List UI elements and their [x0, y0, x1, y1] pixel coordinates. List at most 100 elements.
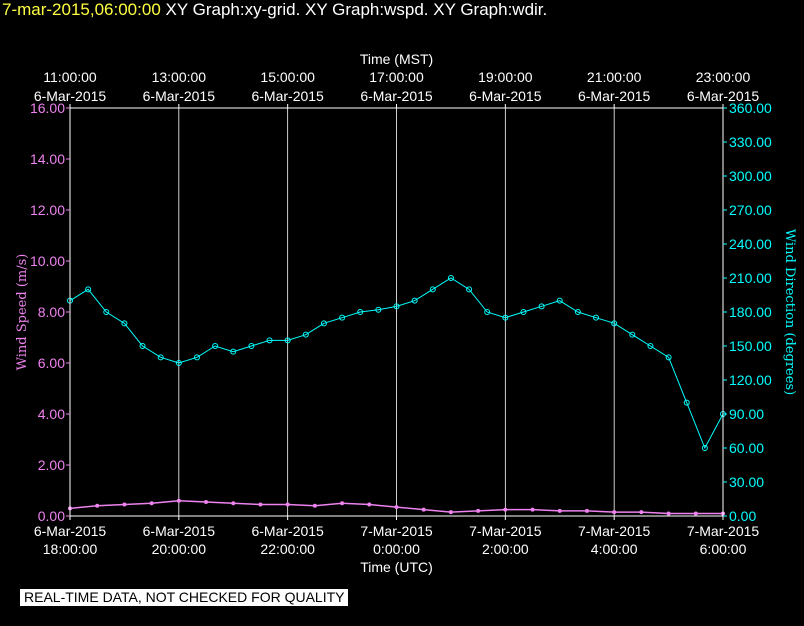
- direction-point: [175, 360, 182, 366]
- speed-point: [394, 505, 399, 510]
- direction-point: [103, 309, 110, 315]
- left-axis-label: Wind Speed (m/s): [15, 254, 30, 371]
- chart-header: 7-mar-2015,06:00:00 XY Graph:xy-grid. XY…: [2, 0, 547, 20]
- speed-point: [258, 502, 263, 507]
- direction-point: [393, 303, 400, 310]
- right-tick-label: 330.00: [729, 134, 772, 150]
- direction-point: [248, 343, 255, 349]
- direction-point: [629, 331, 636, 338]
- direction-point: [266, 337, 273, 344]
- right-tick-label: 30.00: [729, 474, 764, 490]
- direction-point: [447, 275, 454, 281]
- top-tick-time: 11:00:00: [43, 69, 97, 85]
- top-tick-date: 6-Mar-2015: [469, 88, 542, 104]
- bottom-tick-time: 0:00:00: [373, 541, 420, 557]
- header-graph-list: XY Graph:xy-grid. XY Graph:wspd. XY Grap…: [165, 0, 548, 19]
- direction-point: [121, 320, 128, 327]
- speed-point: [503, 507, 508, 512]
- speed-point: [584, 508, 589, 513]
- direction-point: [339, 314, 346, 321]
- speed-point: [530, 507, 535, 512]
- top-tick-date: 6-Mar-2015: [143, 88, 216, 104]
- left-tick-label: 6.00: [38, 355, 65, 371]
- speed-point: [122, 502, 127, 507]
- top-tick-date: 6-Mar-2015: [251, 88, 324, 104]
- direction-point: [556, 297, 563, 304]
- direction-point: [611, 320, 618, 327]
- direction-point: [429, 286, 436, 293]
- bottom-tick-date: 6-Mar-2015: [251, 523, 324, 539]
- bottom-tick-time: 4:00:00: [591, 541, 638, 557]
- direction-point: [320, 320, 327, 327]
- speed-point: [612, 510, 617, 515]
- top-tick-time: 23:00:00: [696, 69, 751, 85]
- top-tick-time: 15:00:00: [260, 69, 315, 85]
- direction-point: [466, 286, 473, 293]
- direction-point: [701, 445, 708, 451]
- right-tick-label: 300.00: [729, 168, 772, 184]
- direction-point: [85, 286, 92, 293]
- top-tick-date: 6-Mar-2015: [34, 88, 107, 104]
- right-tick-label: 180.00: [729, 304, 772, 320]
- direction-point: [212, 343, 219, 349]
- bottom-tick-date: 7-Mar-2015: [687, 523, 760, 539]
- right-tick-label: 90.00: [729, 406, 764, 422]
- left-tick-label: 2.00: [38, 457, 65, 473]
- speed-point: [340, 501, 345, 506]
- speed-point: [285, 502, 290, 507]
- speed-point: [231, 501, 236, 506]
- direction-point: [193, 354, 200, 361]
- top-tick-date: 6-Mar-2015: [360, 88, 433, 104]
- speed-point: [95, 503, 100, 508]
- bottom-tick-date: 7-Mar-2015: [469, 523, 542, 539]
- speed-point: [421, 507, 426, 512]
- speed-point: [176, 498, 181, 503]
- bottom-tick-date: 7-Mar-2015: [578, 523, 651, 539]
- speed-point: [476, 508, 481, 513]
- bottom-tick-time: 22:00:00: [260, 541, 315, 557]
- bottom-tick-time: 2:00:00: [482, 541, 529, 557]
- direction-point: [520, 309, 527, 315]
- right-tick-label: 240.00: [729, 236, 772, 252]
- direction-point: [302, 331, 309, 338]
- speed-point: [693, 511, 698, 516]
- top-tick-time: 21:00:00: [587, 69, 642, 85]
- left-tick-label: 8.00: [38, 304, 65, 320]
- direction-point: [484, 309, 491, 315]
- bottom-tick-time: 6:00:00: [700, 541, 747, 557]
- top-axis-label: Time (MST): [360, 51, 433, 67]
- right-tick-label: 210.00: [729, 270, 772, 286]
- direction-point: [139, 343, 146, 349]
- axes-layer: [66, 104, 727, 520]
- right-tick-label: 360.00: [729, 100, 772, 116]
- bottom-tick-time: 18:00:00: [43, 541, 98, 557]
- quality-note: REAL-TIME DATA, NOT CHECKED FOR QUALITY: [20, 589, 349, 606]
- bottom-tick-date: 6-Mar-2015: [34, 523, 107, 539]
- direction-point: [230, 348, 237, 355]
- bottom-axis-label: Time (UTC): [360, 559, 433, 575]
- speed-point: [312, 503, 317, 508]
- speed-point: [666, 511, 671, 516]
- speed-series: [68, 498, 725, 516]
- top-tick-time: 19:00:00: [478, 69, 533, 85]
- speed-point: [149, 501, 154, 506]
- left-tick-label: 12.00: [30, 202, 65, 218]
- speed-point: [204, 499, 209, 504]
- right-tick-label: 150.00: [729, 338, 772, 354]
- right-tick-label: 60.00: [729, 440, 764, 456]
- top-tick-time: 17:00:00: [369, 69, 424, 85]
- right-tick-label: 270.00: [729, 202, 772, 218]
- direction-point: [574, 309, 581, 315]
- speed-point: [639, 510, 644, 515]
- left-tick-label: 10.00: [30, 253, 65, 269]
- top-tick-date: 6-Mar-2015: [687, 88, 760, 104]
- bottom-tick-date: 7-Mar-2015: [360, 523, 433, 539]
- direction-point: [665, 354, 672, 361]
- tick-labels: 0.00 2.00 4.00 6.00 8.00 10.00 12.00 14.00 16.00…: [15, 51, 797, 575]
- direction-point: [411, 297, 418, 304]
- bottom-tick-date: 6-Mar-2015: [143, 523, 216, 539]
- left-tick-label: 4.00: [38, 406, 65, 422]
- left-tick-label: 0.00: [38, 508, 65, 524]
- direction-point: [375, 306, 382, 313]
